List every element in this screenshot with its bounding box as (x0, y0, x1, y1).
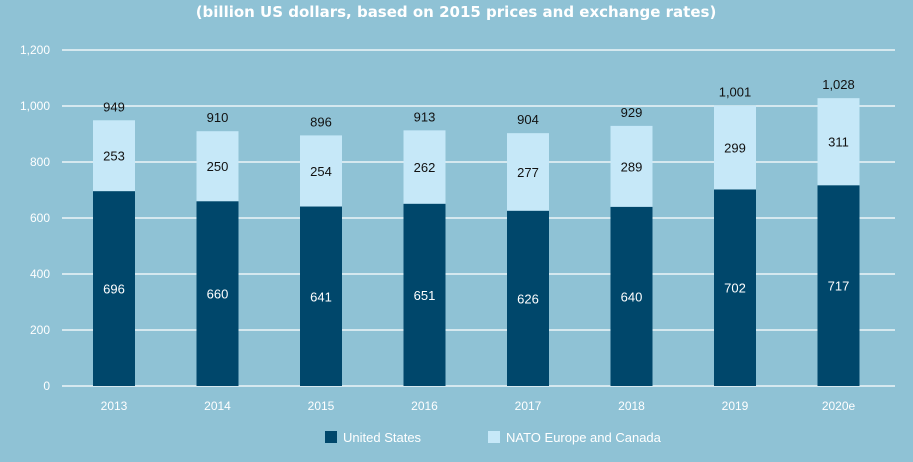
data-label-nato-europe-canada: 250 (207, 159, 229, 174)
data-label-united-states: 651 (414, 288, 436, 303)
data-label-nato-europe-canada: 311 (828, 135, 849, 150)
bar-united-states (93, 191, 135, 386)
data-label-nato-europe-canada: 254 (310, 164, 332, 179)
legend-nato-europe-canada-swatch (488, 431, 500, 443)
data-label-total: 949 (103, 99, 125, 114)
data-label-nato-europe-canada: 299 (724, 141, 746, 156)
y-tick-label: 600 (30, 211, 50, 225)
legend-united-states-label: United States (343, 430, 422, 445)
data-label-total: 904 (517, 112, 539, 127)
bar-nato-europe-canada (196, 131, 239, 202)
y-tick-label: 800 (30, 155, 50, 169)
x-axis: 2013 2014 2015 2016 2017 2018 2019 2020e (101, 399, 856, 413)
data-label-total: 910 (207, 110, 229, 125)
bar-nato-europe-canada (403, 130, 446, 204)
y-tick-label: 200 (30, 323, 50, 337)
data-label-united-states: 702 (724, 281, 746, 296)
bar-nato-europe-canada (610, 125, 653, 207)
data-label-united-states: 626 (517, 291, 539, 306)
bar-united-states (403, 203, 446, 386)
y-axis: 0 200 400 600 800 1,000 1,200 (20, 43, 50, 393)
bar-united-states (714, 189, 756, 386)
data-label-united-states: 641 (310, 289, 332, 304)
bar-united-states (507, 210, 549, 386)
x-tick-label: 2015 (308, 399, 335, 413)
y-tick-label: 400 (30, 267, 50, 281)
bar-nato-europe-canada (714, 105, 756, 190)
bar-nato-europe-canada (507, 133, 549, 211)
data-label-total: 1,028 (822, 77, 855, 92)
x-tick-label: 2016 (411, 399, 438, 413)
bar-nato-europe-canada (93, 120, 135, 192)
bar-nato-europe-canada (300, 135, 342, 207)
bar-united-states (300, 206, 342, 386)
data-label-total: 913 (414, 109, 436, 124)
bar-united-states (196, 201, 239, 386)
chart-subtitle: (billion US dollars, based on 2015 price… (196, 3, 717, 21)
data-label-total: 1,001 (719, 85, 752, 100)
data-label-united-states: 660 (207, 287, 229, 302)
x-tick-label: 2018 (618, 399, 645, 413)
grid-lines (62, 49, 895, 387)
data-label-total: 929 (621, 105, 643, 120)
legend: United States NATO Europe and Canada (325, 430, 662, 445)
bar-united-states (610, 206, 653, 386)
x-tick-label: 2017 (515, 399, 542, 413)
data-label-nato-europe-canada: 277 (517, 165, 539, 180)
y-tick-label: 1,000 (20, 99, 50, 113)
x-tick-label: 2013 (101, 399, 128, 413)
x-tick-label: 2014 (204, 399, 231, 413)
legend-united-states-swatch (325, 431, 337, 443)
data-label-nato-europe-canada: 262 (414, 160, 436, 175)
data-label-united-states: 640 (621, 289, 643, 304)
data-label-united-states: 717 (828, 279, 850, 294)
bar-united-states (817, 185, 860, 386)
y-tick-label: 0 (43, 379, 50, 393)
legend-nato-europe-canada-label: NATO Europe and Canada (506, 430, 662, 445)
x-tick-label: 2019 (722, 399, 749, 413)
bars: 696 253 949 660 250 910 641 254 896 651 262 913 626 2… (93, 77, 860, 386)
data-label-total: 896 (310, 114, 332, 129)
x-tick-label: 2020e (822, 399, 856, 413)
data-label-nato-europe-canada: 253 (103, 149, 125, 164)
y-tick-label: 1,200 (20, 43, 50, 57)
data-label-united-states: 696 (103, 282, 125, 297)
bar-nato-europe-canada (817, 98, 860, 186)
data-label-nato-europe-canada: 289 (621, 159, 643, 174)
